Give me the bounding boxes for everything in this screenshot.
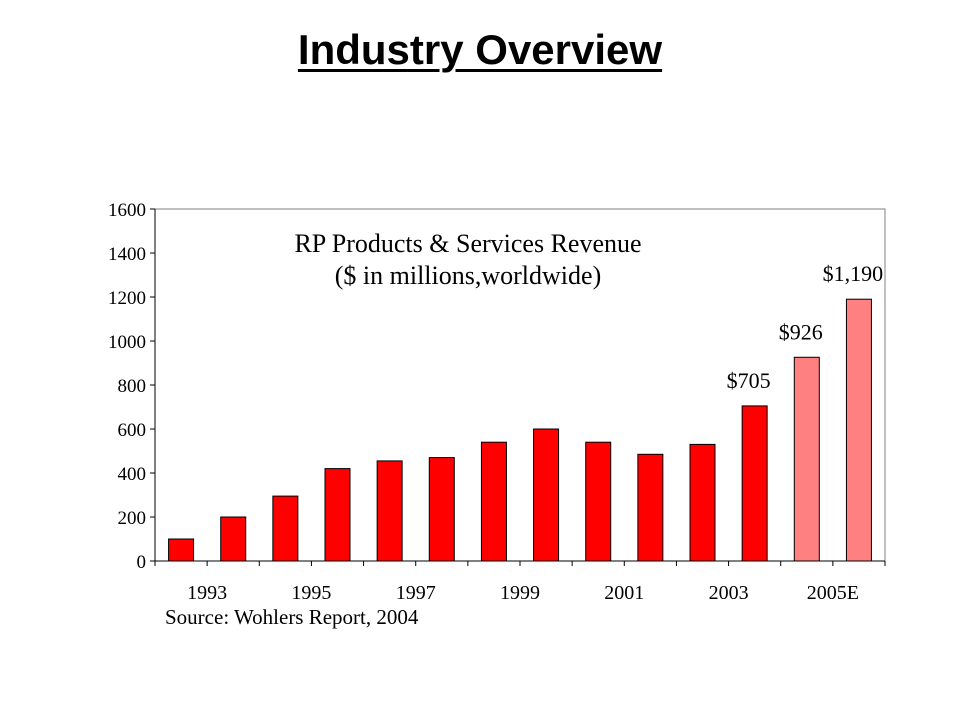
y-tick-label: 1000 [108,332,146,353]
slide-title: Industry Overview [297,26,663,73]
bar-1996 [324,468,351,562]
y-tick-label: 0 [137,552,147,573]
y-tick-label: 600 [118,420,147,441]
bar-1994 [220,516,247,562]
y-tick-label: 800 [118,376,147,397]
x-tick-label: 2003 [709,582,749,604]
bar-1993 [168,538,195,562]
bar-2002 [637,453,664,562]
y-tick-label: 200 [118,508,147,529]
y-tick-label: 400 [118,464,147,485]
y-tick-label: 1400 [108,244,146,265]
bar-2003 [689,443,716,562]
bar-1995 [272,495,299,562]
x-tick-label: 1997 [396,582,436,604]
chart-subtitle: ($ in millions,worldwide) [335,261,601,290]
bar-2004 [741,405,768,562]
x-tick-label: 1993 [187,582,227,604]
y-tick-label: 1200 [108,288,146,309]
data-label: $926 [779,319,823,344]
bar-1997 [376,460,403,562]
x-tick-label: 1995 [291,582,331,604]
y-tick-label: 1600 [108,200,146,221]
data-label: $1,190 [823,261,884,286]
x-tick-label: 2001 [604,582,644,604]
x-tick-label: 1999 [500,582,540,604]
x-tick-label: 2005E [807,582,859,604]
bar-2001 [585,441,612,562]
source-note: Source: Wohlers Report, 2004 [165,605,419,629]
data-label: $705 [727,368,771,393]
bar-2005E [793,356,820,562]
bar-1998 [428,457,455,562]
bar-2006E [845,298,872,562]
chart-title: RP Products & Services Revenue [294,229,641,258]
bar-2000 [533,428,560,562]
bar-1999 [480,441,507,562]
